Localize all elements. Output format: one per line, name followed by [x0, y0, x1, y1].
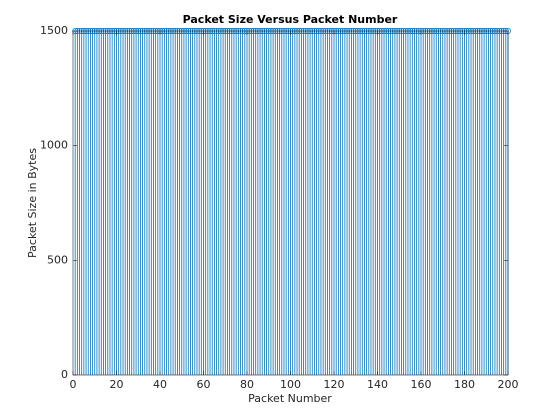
x-tick-label: 20 [110, 378, 124, 391]
x-tick-label: 100 [280, 378, 301, 391]
x-tick-label: 80 [240, 378, 254, 391]
y-tick-label: 1500 [40, 24, 68, 37]
y-tick-label: 0 [61, 368, 68, 381]
x-tick-label: 200 [498, 378, 519, 391]
x-axis-label: Packet Number [248, 392, 332, 405]
x-tick-label: 0 [70, 378, 77, 391]
y-tick-label: 1000 [40, 139, 68, 152]
chart-title: Packet Size Versus Packet Number [183, 13, 398, 26]
x-tick-label: 60 [197, 378, 211, 391]
x-tick-label: 140 [367, 378, 388, 391]
x-tick-label: 160 [411, 378, 432, 391]
y-axis-label: Packet Size in Bytes [26, 148, 39, 258]
x-tick-label: 120 [324, 378, 345, 391]
y-tick-label: 500 [47, 253, 68, 266]
x-tick-label: 180 [454, 378, 475, 391]
x-tick-label: 40 [153, 378, 167, 391]
